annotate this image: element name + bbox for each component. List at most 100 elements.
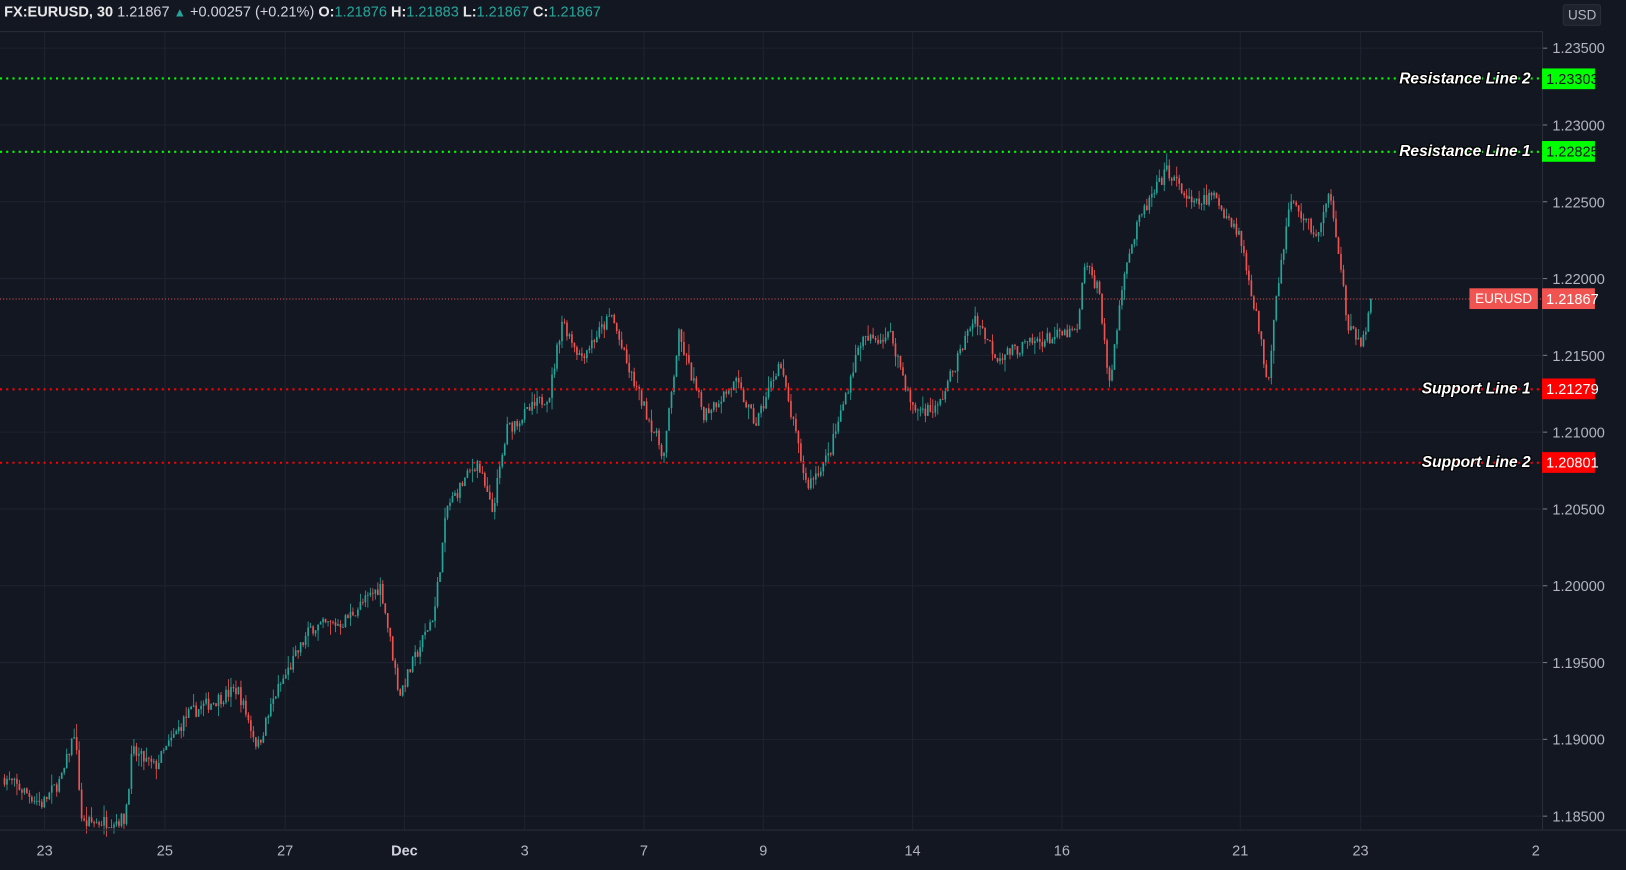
candle-body xyxy=(879,339,882,344)
candle-body xyxy=(1088,266,1091,268)
candle-body xyxy=(1153,192,1156,194)
candle-body xyxy=(225,689,227,703)
candle-body xyxy=(944,391,947,400)
time-axis-label: 25 xyxy=(156,842,173,859)
candle-body xyxy=(1235,223,1238,235)
candle-body xyxy=(431,620,434,623)
time-axis-label: 3 xyxy=(520,842,529,859)
candle-body xyxy=(842,404,845,411)
last-price: 1.21867 xyxy=(117,3,170,20)
candle-body xyxy=(1014,344,1016,347)
candle-body xyxy=(538,397,541,399)
candle-body xyxy=(902,367,904,376)
candle-body xyxy=(1093,275,1096,289)
candle-body xyxy=(349,611,352,619)
candle-body xyxy=(1138,215,1141,222)
candle-body xyxy=(1223,209,1225,218)
candle-body xyxy=(1350,326,1352,331)
candle-body xyxy=(1285,226,1288,250)
candle-body xyxy=(994,354,996,358)
candle-body xyxy=(605,316,608,330)
price-axis-label: 1.22000 xyxy=(1552,270,1605,287)
candle-body xyxy=(1297,205,1300,212)
candle-body xyxy=(936,404,939,406)
candle-body xyxy=(1021,342,1024,354)
legend-header: FX:EURUSD, 30 1.21867 ▲ +0.00257 (+0.21%… xyxy=(4,3,601,20)
candle-body xyxy=(13,778,16,781)
candle-body xyxy=(506,423,509,445)
candle-body xyxy=(1076,329,1078,330)
currency-button[interactable]: USD xyxy=(1562,4,1602,26)
candle-body xyxy=(476,461,479,471)
candle-body xyxy=(401,685,404,696)
candle-body xyxy=(58,778,61,792)
candle-body xyxy=(342,627,344,628)
candle-body xyxy=(145,757,148,762)
candle-body xyxy=(730,389,733,390)
candle-body xyxy=(924,408,927,416)
candle-body xyxy=(966,330,969,336)
candle-body xyxy=(357,609,359,616)
candle-body xyxy=(165,745,168,751)
plot-area[interactable] xyxy=(0,31,1543,831)
candle-body xyxy=(959,348,962,354)
candle-body xyxy=(133,746,135,754)
candle-body xyxy=(317,624,319,631)
candle-body xyxy=(53,784,56,786)
candle-body xyxy=(623,347,626,350)
candle-body xyxy=(160,750,163,763)
candle-body xyxy=(68,753,71,755)
candle-body xyxy=(581,353,583,357)
candle-body xyxy=(797,431,800,444)
candle-body xyxy=(991,341,994,355)
candle-body xyxy=(722,391,725,402)
candle-body xyxy=(152,761,155,762)
candle-body xyxy=(1215,192,1218,199)
candle-body xyxy=(857,347,859,356)
candle-body xyxy=(18,783,21,790)
candle-body xyxy=(1180,183,1183,193)
candle-body xyxy=(1208,192,1210,205)
candle-body xyxy=(546,402,548,405)
candle-body xyxy=(384,603,387,614)
candle-body xyxy=(912,402,914,405)
price-axis-label: 1.19000 xyxy=(1552,731,1605,748)
candle-body xyxy=(678,329,680,356)
candle-body xyxy=(683,342,685,355)
candle-body xyxy=(1277,283,1280,297)
candle-body xyxy=(287,667,290,675)
candle-body xyxy=(207,698,210,710)
symbol-title[interactable]: FX:EURUSD, 30 xyxy=(4,3,114,20)
candle-body xyxy=(175,731,178,734)
candle-body xyxy=(1347,315,1350,331)
candle-body xyxy=(862,336,864,347)
candle-body xyxy=(556,344,558,369)
candle-body xyxy=(927,404,929,416)
support-line-1-price-tag: 1.21279 xyxy=(1542,378,1599,400)
candle-body xyxy=(1058,329,1061,332)
candle-body xyxy=(389,627,392,637)
candle-body xyxy=(212,703,215,705)
candle-body xyxy=(598,327,601,337)
candle-body xyxy=(516,421,519,427)
candle-body xyxy=(364,595,367,603)
candle-body xyxy=(1096,281,1098,289)
candle-body xyxy=(95,822,98,824)
candle-body xyxy=(1272,319,1275,351)
price-change: +0.00257 (+0.21%) xyxy=(189,3,315,20)
candle-body xyxy=(381,583,384,604)
candle-body xyxy=(795,418,797,432)
candle-body xyxy=(138,753,140,756)
candle-body xyxy=(449,502,451,506)
candle-body xyxy=(1073,329,1076,330)
price-axis-label: 1.20500 xyxy=(1552,500,1605,518)
candle-body xyxy=(1185,195,1188,199)
candle-body xyxy=(1287,209,1290,227)
candle-body xyxy=(272,698,275,704)
candle-body xyxy=(767,387,770,398)
candle-body xyxy=(232,687,235,689)
candle-body xyxy=(981,326,984,329)
candle-body xyxy=(479,461,481,473)
candle-body xyxy=(195,705,197,717)
